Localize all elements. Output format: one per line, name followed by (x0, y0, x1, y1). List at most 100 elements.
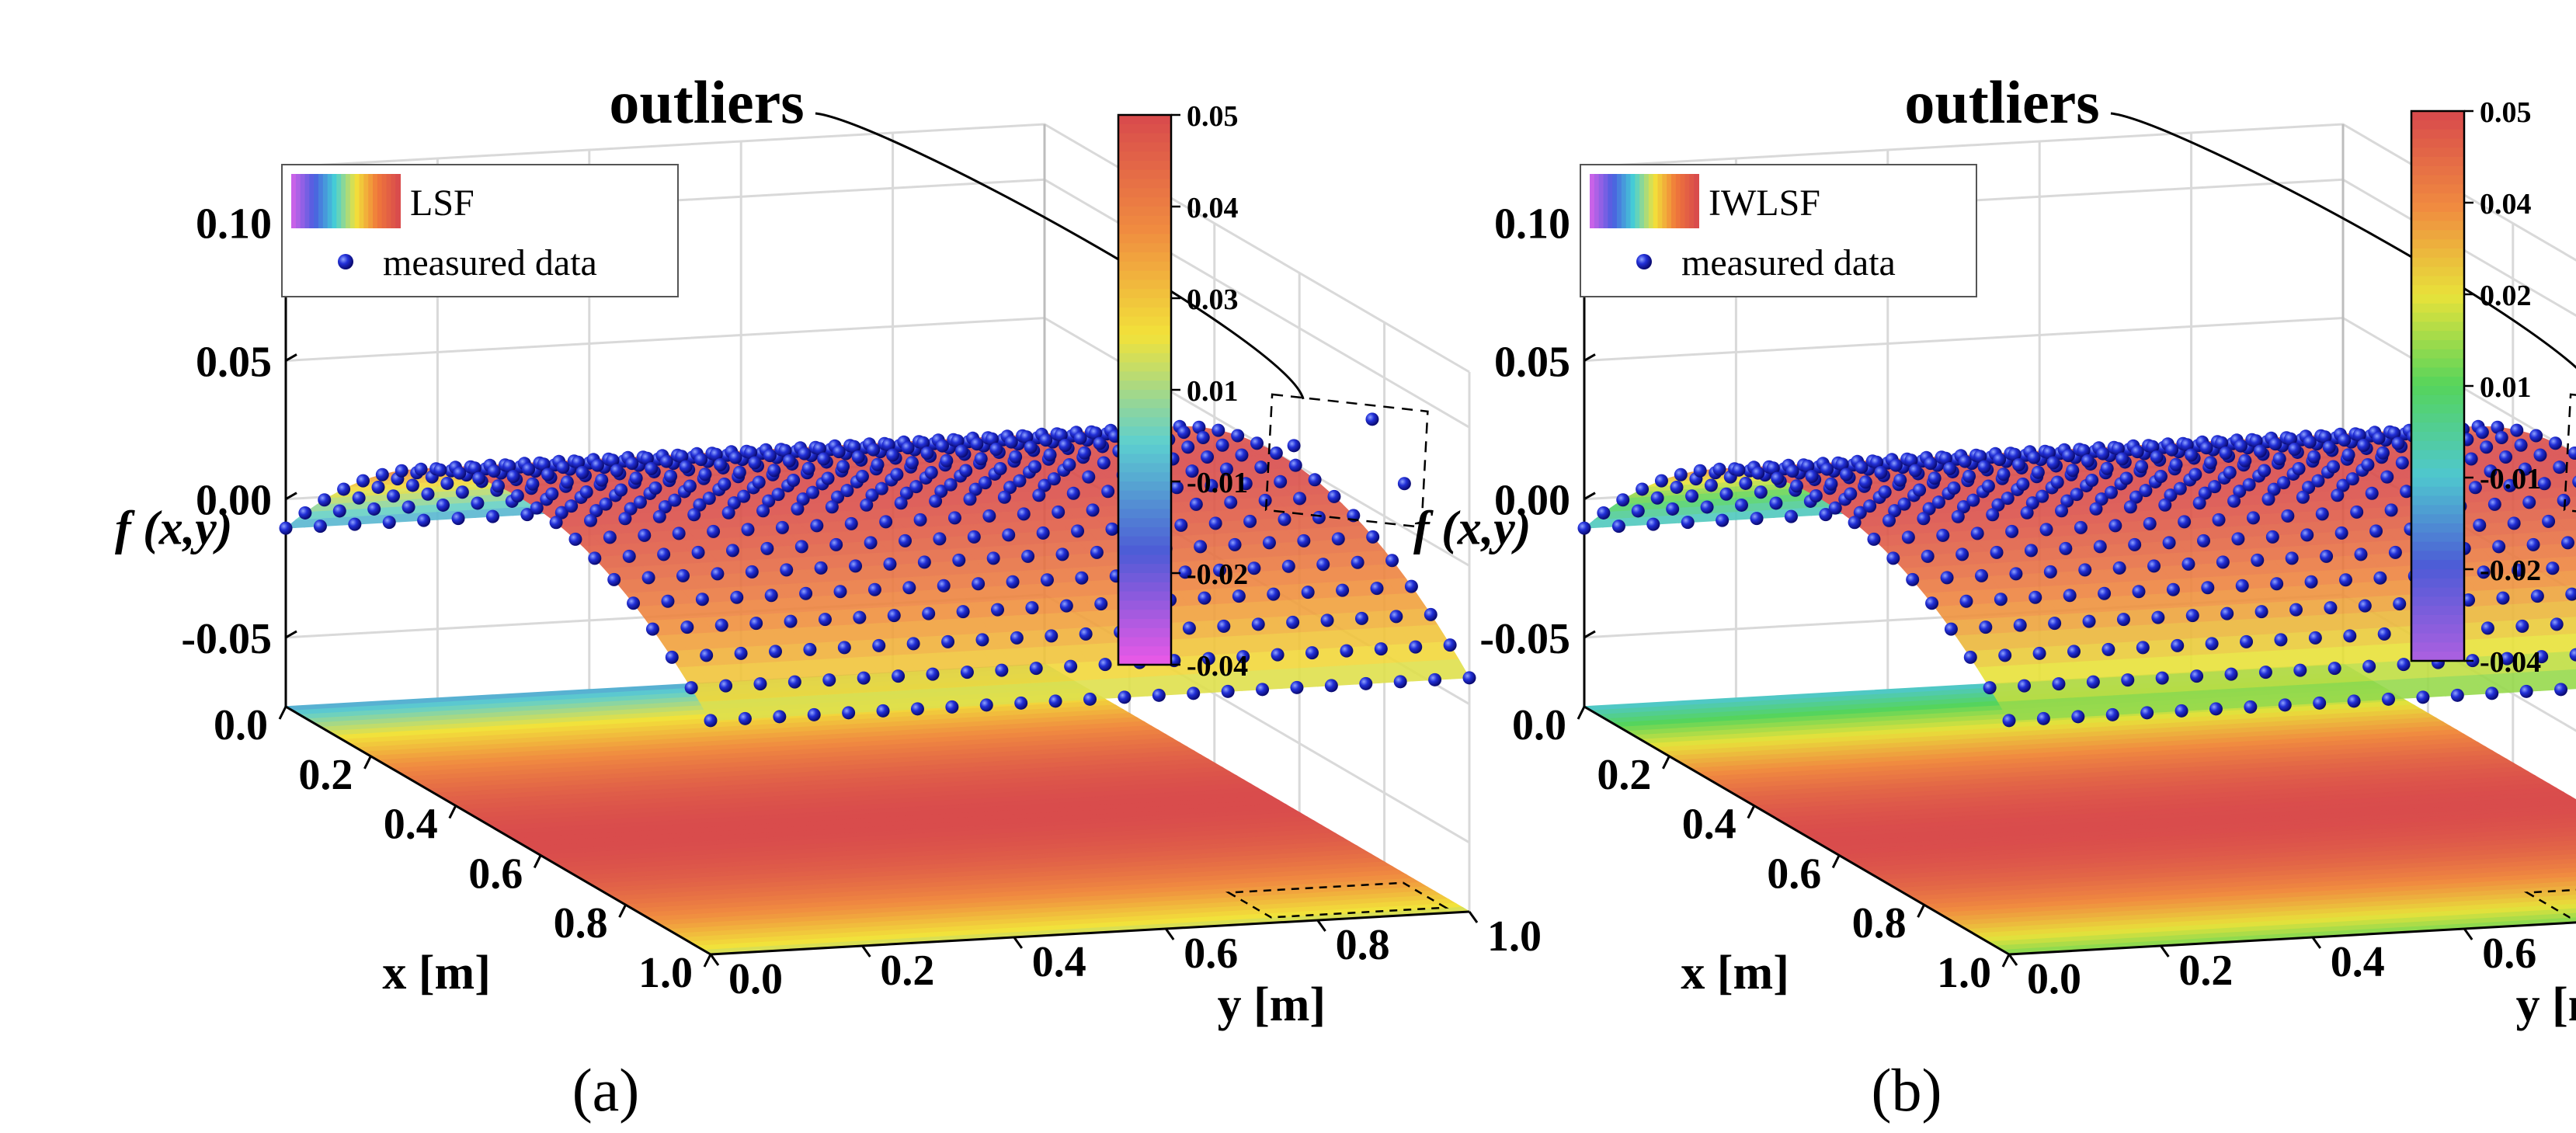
colorbar-segment (1118, 426, 1171, 436)
measured-point (1858, 475, 1872, 489)
legend-point-marker (1636, 254, 1652, 269)
colorbar-segment (1118, 444, 1171, 455)
measured-point (1178, 565, 1192, 579)
measured-point (2111, 442, 2125, 456)
measured-point (952, 553, 966, 567)
measured-point (775, 520, 789, 534)
measured-point (1324, 679, 1338, 693)
colorbar-segment (2411, 532, 2464, 543)
measured-point (661, 594, 675, 608)
measured-point (1208, 516, 1222, 530)
measured-point (2450, 688, 2464, 702)
measured-point (2164, 488, 2178, 502)
measured-point (2121, 673, 2135, 687)
measured-point (867, 582, 881, 596)
swatch-strip (354, 174, 360, 228)
colorbar-segment (1118, 454, 1171, 464)
measured-point (2146, 440, 2160, 454)
measured-point (2387, 426, 2401, 440)
measured-point (2203, 456, 2217, 470)
measured-point (332, 504, 346, 518)
measured-point (997, 490, 1011, 504)
measured-point (2116, 613, 2130, 627)
measured-point (2268, 437, 2282, 451)
measured-point (2320, 549, 2334, 563)
swatch-strip (368, 174, 374, 228)
measured-point (1921, 549, 1935, 563)
measured-point (2039, 523, 2053, 537)
measured-point (2008, 447, 2022, 461)
measured-point (1094, 597, 1108, 611)
measured-point (798, 447, 812, 460)
measured-point (1236, 650, 1250, 664)
measured-point (1281, 559, 1295, 573)
measured-point (881, 438, 895, 452)
y-tick-label: 0.8 (1336, 921, 1390, 969)
measured-point (1359, 676, 1373, 690)
swatch-strip (314, 174, 319, 228)
measured-point (748, 456, 762, 470)
measured-point (2296, 490, 2310, 504)
measured-point (510, 489, 524, 503)
legend-fit-swatch (291, 174, 401, 228)
measured-point (694, 453, 708, 467)
measured-point (1654, 474, 1668, 488)
measured-point (352, 491, 366, 505)
measured-point (599, 497, 613, 511)
measured-point (887, 609, 901, 623)
measured-point (1906, 572, 1920, 586)
axes: 0.100.050.00-0.050.00.20.40.60.81.0 0.0 0.… (181, 167, 1542, 1003)
measured-point (1305, 646, 1319, 660)
swatch-strip (291, 174, 297, 228)
measured-point (2373, 571, 2387, 585)
measured-point (728, 450, 742, 464)
measured-point (2533, 448, 2547, 462)
measured-point (2554, 683, 2568, 697)
measured-point (1308, 473, 1322, 487)
measured-point (1059, 438, 1072, 452)
colorbar-segment (1118, 499, 1171, 510)
measured-point (1732, 463, 1746, 477)
swatch-strip (1630, 174, 1636, 228)
colorbar-segment (2411, 312, 2464, 323)
y-tick-mark (1164, 928, 1175, 940)
z-tick-mark (1583, 353, 1596, 362)
measured-point (2277, 476, 2291, 490)
measured-point (2096, 447, 2110, 460)
measured-point (1983, 681, 1997, 695)
measured-point (2416, 690, 2430, 704)
measured-point (871, 457, 885, 471)
x-tick-mark (363, 756, 372, 770)
colorbar-segment (2411, 129, 2464, 140)
measured-point (1198, 591, 1212, 605)
measured-point (618, 512, 632, 526)
measured-point (2063, 589, 2077, 603)
measured-point (1232, 589, 1246, 603)
colorbar-segment (1118, 362, 1171, 373)
measured-point (1913, 483, 1927, 497)
measured-point (2487, 497, 2501, 511)
panel-label: (b) (1872, 1056, 1942, 1124)
colorbar-segment (2411, 394, 2464, 405)
colorbar-segment (2411, 285, 2464, 295)
swatch-strip (1639, 174, 1645, 228)
measured-point (2216, 555, 2230, 569)
measured-point (2052, 677, 2066, 691)
measured-point (2050, 475, 2064, 489)
colorbar-segment (1118, 307, 1171, 318)
measured-point (814, 561, 828, 575)
measured-point (472, 471, 486, 485)
measured-point (2393, 597, 2407, 611)
measured-point (2154, 470, 2168, 484)
measured-point (2491, 420, 2505, 434)
measured-point (989, 442, 1003, 456)
measured-point (860, 498, 874, 512)
colorbar-segment (1118, 151, 1171, 162)
measured-point (589, 504, 603, 518)
measured-point (2283, 432, 2297, 446)
measured-point (556, 460, 570, 474)
measured-point (767, 464, 781, 478)
outlier-floor-box (2523, 888, 2576, 919)
measured-point (1938, 451, 1952, 465)
